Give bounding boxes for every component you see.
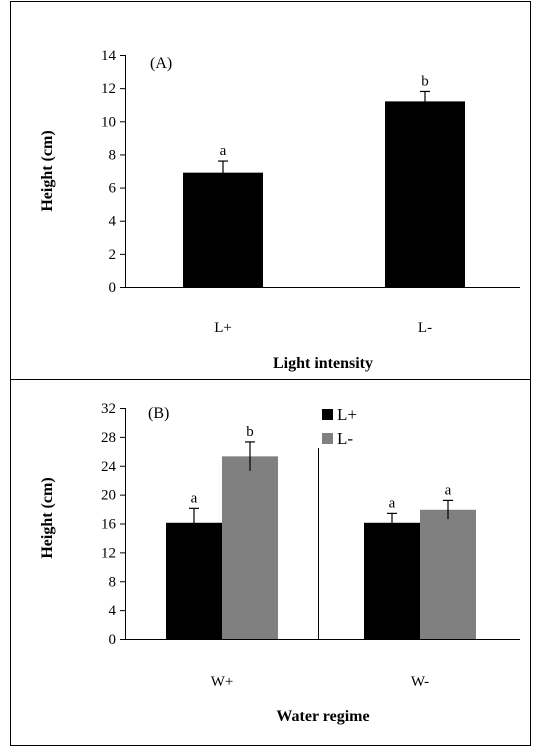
y-tick-label: 4 (109, 603, 117, 619)
y-tick-label: 12 (101, 81, 116, 97)
panel-b-x-axis-title: Water regime (276, 708, 369, 725)
significance-label: a (445, 482, 452, 498)
bar (222, 456, 278, 639)
x-category-label: W- (411, 674, 429, 690)
significance-label: b (246, 424, 254, 440)
panel-b-y-axis-title: Height (cm) (39, 477, 56, 558)
legend-swatch-l-plus (322, 409, 333, 420)
y-tick-label: 24 (101, 459, 117, 475)
y-tick-label: 12 (101, 545, 116, 561)
legend-label-l-minus: L- (337, 429, 353, 448)
legend-label-l-plus: L+ (337, 405, 357, 424)
bar (385, 101, 465, 288)
y-tick-label: 28 (101, 430, 116, 446)
panel-b-x-categories: W+ W- (211, 674, 429, 690)
bar (183, 172, 263, 287)
y-tick-label: 16 (101, 517, 117, 533)
panel-a-bars: ab (183, 73, 465, 288)
panel-b-legend: L+ L- (322, 405, 357, 448)
y-tick-label: 0 (109, 280, 117, 296)
panel-b-y-ticks: 0 4 8 12 16 20 24 28 32 (101, 401, 125, 648)
bar (420, 509, 476, 639)
y-tick-label: 8 (109, 574, 117, 590)
y-tick-label: 10 (101, 114, 116, 130)
bar (166, 522, 222, 639)
y-tick-label: 2 (109, 247, 117, 263)
panel-b-label: (B) (148, 405, 169, 422)
y-tick-label: 14 (101, 48, 117, 64)
y-tick-label: 8 (109, 147, 117, 163)
y-tick-label: 4 (109, 214, 117, 230)
y-tick-label: 6 (109, 181, 117, 197)
legend-swatch-l-minus (322, 433, 333, 444)
panel-b-bars: a b a a (166, 424, 476, 639)
significance-label: a (389, 495, 396, 511)
figure-border (10, 1, 531, 746)
panel-a-label: (A) (150, 55, 172, 72)
x-category-label: L+ (214, 320, 232, 336)
y-tick-label: 0 (109, 632, 117, 648)
y-tick-label: 32 (101, 401, 116, 417)
panel-a-x-categories: L+ L- (214, 320, 432, 336)
x-category-label: W+ (211, 674, 234, 690)
y-tick-label: 20 (101, 488, 116, 504)
panel-a-y-axis-title: Height (cm) (39, 130, 56, 211)
panel-a-y-ticks: 0 2 4 6 8 10 12 14 (101, 48, 125, 296)
significance-label: a (191, 490, 198, 506)
panel-a-x-axis-title: Light intensity (273, 355, 373, 372)
panel-b: 0 4 8 12 16 20 24 28 32 a b a a W+ W- (B) L+ L- Heig… (39, 401, 520, 725)
significance-label: b (421, 73, 429, 89)
bar (364, 522, 420, 639)
x-category-label: L- (418, 320, 432, 336)
significance-label: a (220, 143, 227, 159)
